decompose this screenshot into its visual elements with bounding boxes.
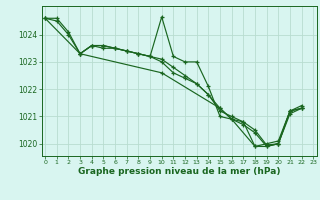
- X-axis label: Graphe pression niveau de la mer (hPa): Graphe pression niveau de la mer (hPa): [78, 167, 280, 176]
